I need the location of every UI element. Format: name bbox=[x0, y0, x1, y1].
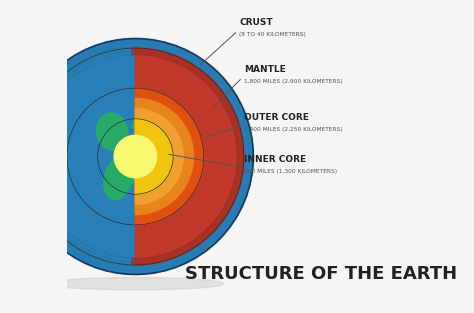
Text: 800 MILES (1,300 KILOMETERS): 800 MILES (1,300 KILOMETERS) bbox=[244, 169, 337, 174]
Wedge shape bbox=[136, 109, 183, 204]
Ellipse shape bbox=[104, 157, 133, 199]
Text: 1,400 MILES (2,250 KILOMETERS): 1,400 MILES (2,250 KILOMETERS) bbox=[244, 127, 343, 132]
Text: 1,800 MILES (2,900 KILOMETERS): 1,800 MILES (2,900 KILOMETERS) bbox=[244, 79, 343, 84]
Ellipse shape bbox=[47, 278, 224, 290]
Ellipse shape bbox=[132, 119, 145, 132]
Wedge shape bbox=[136, 88, 204, 225]
Text: (8 TO 40 KILOMETERS): (8 TO 40 KILOMETERS) bbox=[239, 33, 306, 38]
Wedge shape bbox=[136, 119, 173, 194]
Circle shape bbox=[18, 38, 253, 275]
Ellipse shape bbox=[97, 113, 128, 150]
Wedge shape bbox=[136, 48, 244, 265]
Text: MANTLE: MANTLE bbox=[244, 65, 286, 74]
Text: STRUCTURE OF THE EARTH: STRUCTURE OF THE EARTH bbox=[185, 265, 457, 283]
Text: OUTER CORE: OUTER CORE bbox=[244, 113, 309, 122]
Text: CRUST: CRUST bbox=[239, 18, 273, 27]
Wedge shape bbox=[132, 48, 244, 265]
Wedge shape bbox=[136, 98, 193, 215]
Ellipse shape bbox=[120, 143, 144, 183]
Text: INNER CORE: INNER CORE bbox=[244, 155, 306, 164]
Circle shape bbox=[114, 135, 156, 178]
